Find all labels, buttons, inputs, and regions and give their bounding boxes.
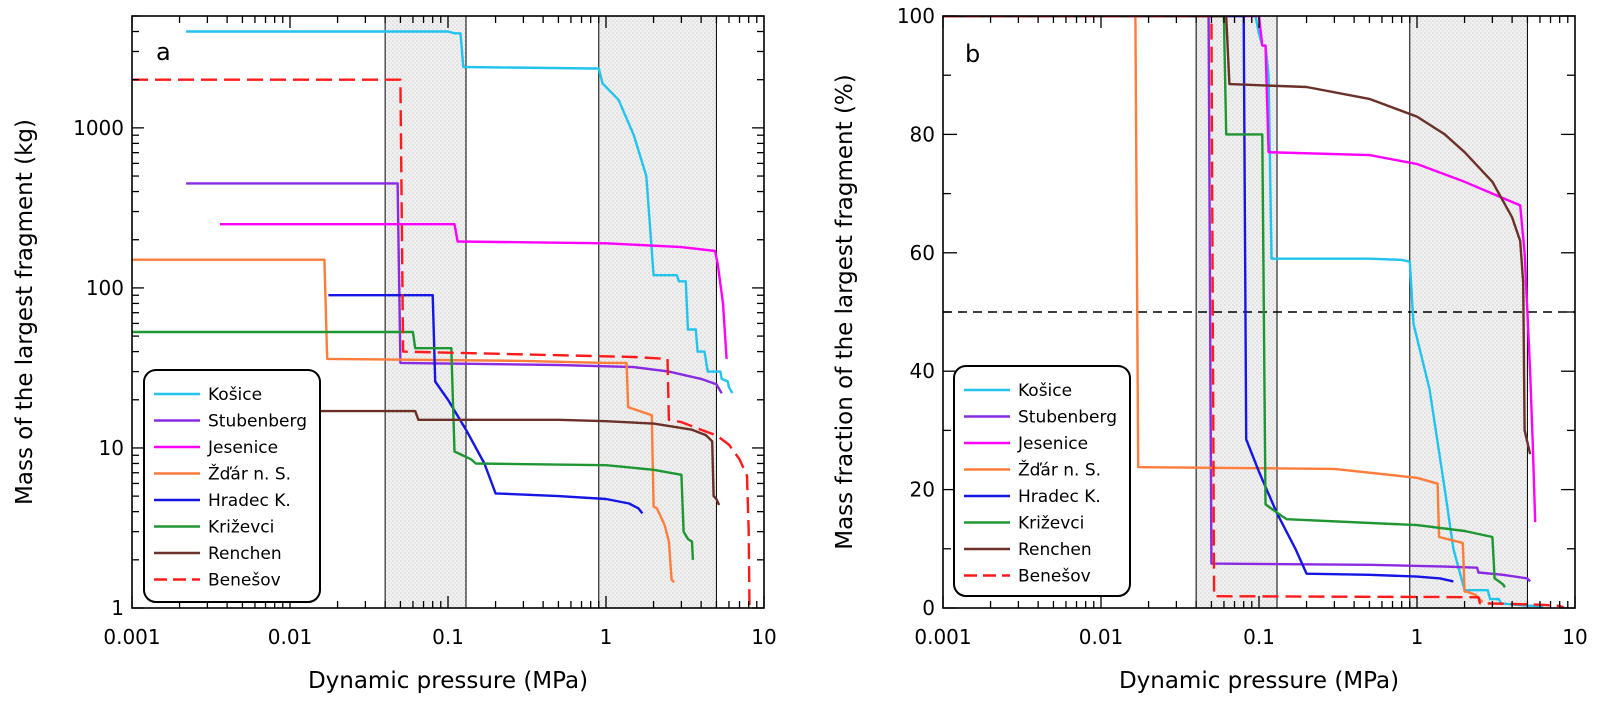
y-tick-label: 80 [910, 122, 935, 146]
series-line-hradec-k [943, 16, 1454, 583]
series-line-jesenice [943, 16, 1537, 523]
legend-entry-jesenice: Jesenice [207, 438, 278, 458]
legend-entry-hradec-k: Hradec K. [208, 491, 291, 511]
series-group [943, 16, 1565, 608]
series-line-stubenberg [186, 182, 723, 394]
series-line-krizevci [943, 16, 1506, 588]
legend-entry-jesenice: Jesenice [1017, 434, 1088, 454]
y-tick-label: 1 [111, 596, 124, 620]
legend-entry-benesov: Benešov [208, 571, 281, 591]
series-line-renchen [943, 16, 1532, 455]
legend-entry-zdar-n-s: Žďár n. S. [1018, 459, 1101, 481]
x-axis-title: Dynamic pressure (MPa) [308, 668, 588, 694]
series-line-stubenberg [943, 16, 1531, 583]
x-tick-label: 0.01 [268, 625, 313, 649]
x-tick-label: 1 [1411, 625, 1424, 649]
legend-entry-kosice: Košice [1018, 381, 1072, 401]
shaded-band-1 [384, 15, 467, 609]
panel-letter: a [156, 38, 171, 66]
y-tick-label: 40 [910, 359, 935, 383]
legend-entry-kosice: Košice [208, 385, 262, 405]
series-line-hradec-k [328, 294, 644, 515]
y-ticks [132, 15, 764, 609]
y-tick-label: 20 [910, 478, 935, 502]
shaded-band-2 [598, 15, 717, 609]
legend: Košice Stubenberg Jesenice Žďár n. S. Hradec… [143, 369, 321, 603]
series-line-benesov [132, 78, 751, 608]
series-line-jesenice [219, 223, 728, 359]
series-group [132, 30, 751, 608]
x-tick-label: 0.1 [432, 625, 464, 649]
x-tick-label: 10 [751, 625, 776, 649]
y-tick-label: 60 [910, 241, 935, 265]
legend-box [953, 365, 1131, 597]
x-ticks [131, 16, 765, 608]
legend-box [143, 369, 321, 603]
series-line-zdar-n-s [132, 258, 676, 584]
x-tick-label: 10 [1562, 625, 1587, 649]
legend: Košice Stubenberg Jesenice Žďár n. S. Hradec… [953, 365, 1131, 597]
y-ticks [943, 15, 1575, 609]
legend-entry-renchen: Renchen [208, 544, 282, 564]
x-axis-title: Dynamic pressure (MPa) [1119, 668, 1399, 694]
y-tick-label: 100 [86, 276, 124, 300]
legend-entry-krizevci: Križevci [1018, 514, 1084, 534]
legend-entry-benesov: Benešov [1018, 567, 1091, 587]
x-tick-label: 0.001 [914, 625, 971, 649]
series-line-zdar-n-s [943, 16, 1484, 603]
y-tick-label: 0 [922, 596, 935, 620]
legend-entry-zdar-n-s: Žďár n. S. [208, 463, 291, 485]
chart-panel-a: 0.001 0.01 0.1 1 10 1 10 100 1000 Dynamic pressur… [12, 15, 777, 694]
x-tick-label: 0.1 [1243, 625, 1275, 649]
panel-letter: b [965, 40, 980, 68]
series-line-benesov [943, 16, 1565, 608]
legend-entry-stubenberg: Stubenberg [1018, 408, 1117, 428]
legend-entry-hradec-k: Hradec K. [1018, 487, 1101, 507]
x-tick-label: 0.01 [1079, 625, 1124, 649]
series-line-krizevci [132, 330, 695, 560]
x-tick-label: 1 [600, 625, 613, 649]
y-tick-label: 100 [897, 4, 935, 28]
x-ticks [942, 16, 1576, 608]
legend-entry-renchen: Renchen [1018, 540, 1092, 560]
series-line-kosice [186, 30, 734, 394]
y-tick-label: 1000 [73, 116, 124, 140]
y-axis-title: Mass of the largest fragment (kg) [12, 119, 38, 505]
y-axis-title: Mass fraction of the largest fragment (%… [832, 74, 858, 550]
x-tick-label: 0.001 [103, 625, 160, 649]
legend-entry-krizevci: Križevci [208, 518, 274, 538]
series-line-renchen [186, 409, 721, 506]
legend-entry-stubenberg: Stubenberg [208, 412, 307, 432]
y-tick-label: 10 [99, 436, 124, 460]
